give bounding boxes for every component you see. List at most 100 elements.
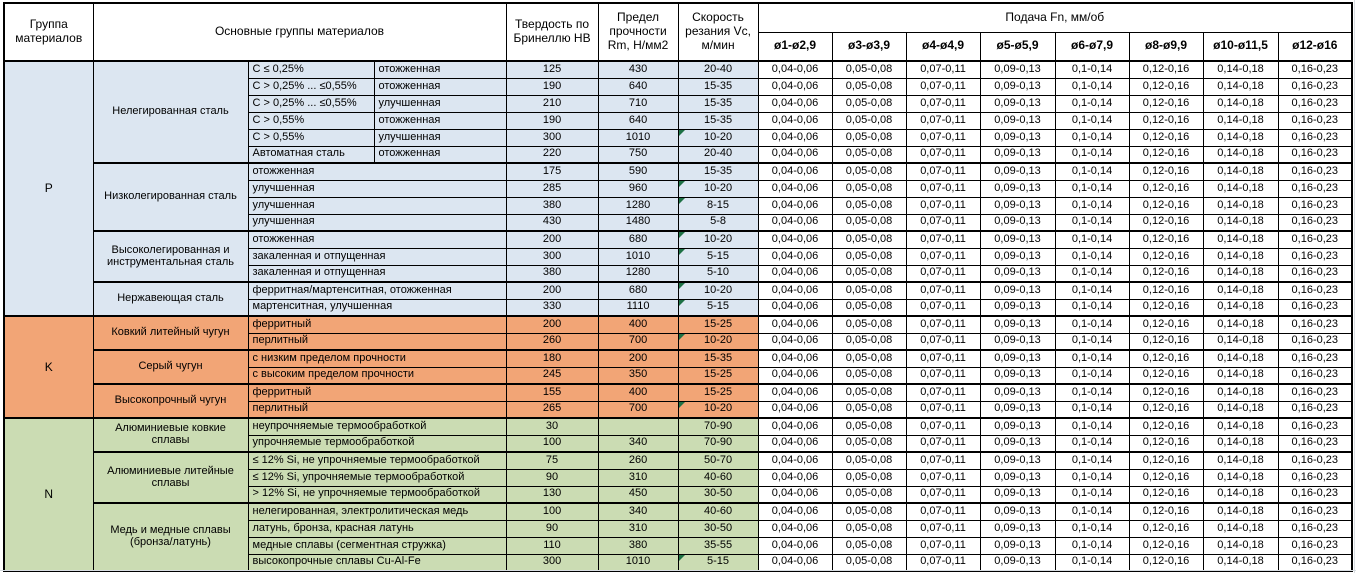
cutting-speed-cell[interactable]: 15-35 [677,94,759,113]
feed-value-cell[interactable]: 0,04-0,06 [757,400,833,419]
material-desc-cell[interactable]: Автоматная сталь [247,145,375,164]
feed-value-cell[interactable]: 0,09-0,13 [979,383,1056,402]
feed-value-cell[interactable]: 0,16-0,23 [1277,94,1353,113]
strength-cell[interactable]: 430 [597,60,679,79]
feed-value-cell[interactable]: 0,14-0,18 [1202,366,1279,385]
header-dia-2[interactable]: ø3-ø3,9 [831,31,907,62]
feed-value-cell[interactable]: 0,07-0,11 [905,502,981,521]
cutting-speed-cell-with-error-marker-icon[interactable]: 10-20 [677,281,759,300]
feed-value-cell[interactable]: 0,05-0,08 [831,179,907,198]
feed-value-cell[interactable]: 0,07-0,11 [905,468,981,487]
material-desc-cell[interactable]: отожженная [247,230,507,249]
feed-value-cell[interactable]: 0,16-0,23 [1277,502,1353,521]
feed-value-cell[interactable]: 0,04-0,06 [757,145,833,164]
feed-value-cell[interactable]: 0,14-0,18 [1202,315,1279,334]
feed-value-cell[interactable]: 0,04-0,06 [757,536,833,555]
feed-value-cell[interactable]: 0,14-0,18 [1202,145,1279,164]
feed-value-cell[interactable]: 0,05-0,08 [831,315,907,334]
feed-value-cell[interactable]: 0,12-0,16 [1128,519,1204,538]
material-desc-cell[interactable]: ферритная/мартенситная, отожженная [247,281,507,300]
header-brinell-hardness[interactable]: Твердость по Бринеллю HB [505,2,599,62]
hardness-cell[interactable]: 90 [505,519,599,538]
feed-value-cell[interactable]: 0,14-0,18 [1202,247,1279,266]
feed-value-cell[interactable]: 0,07-0,11 [905,94,981,113]
feed-value-cell[interactable]: 0,16-0,23 [1277,400,1353,419]
feed-value-cell[interactable]: 0,14-0,18 [1202,485,1279,504]
feed-value-cell[interactable]: 0,1-0,14 [1054,298,1130,317]
material-desc-cell[interactable]: закаленная и отпущенная [247,247,507,266]
feed-value-cell[interactable]: 0,05-0,08 [831,247,907,266]
feed-value-cell[interactable]: 0,12-0,16 [1128,451,1204,470]
feed-value-cell[interactable]: 0,16-0,23 [1277,434,1353,453]
hardness-cell[interactable]: 380 [505,196,599,215]
family-name-cell[interactable]: Высоколегированная и инструментальная ст… [92,230,249,283]
strength-cell[interactable]: 1110 [597,298,679,317]
feed-value-cell[interactable]: 0,14-0,18 [1202,434,1279,453]
feed-value-cell[interactable]: 0,12-0,16 [1128,247,1204,266]
feed-value-cell[interactable]: 0,09-0,13 [979,230,1056,249]
hardness-cell[interactable]: 190 [505,77,599,96]
feed-value-cell[interactable]: 0,16-0,23 [1277,145,1353,164]
feed-value-cell[interactable]: 0,1-0,14 [1054,553,1130,572]
feed-value-cell[interactable]: 0,14-0,18 [1202,77,1279,96]
feed-value-cell[interactable]: 0,09-0,13 [979,77,1056,96]
feed-value-cell[interactable]: 0,14-0,18 [1202,553,1279,572]
material-desc-cell[interactable]: закаленная и отпущенная [247,264,507,283]
family-name-cell[interactable]: Серый чугун [92,349,249,385]
group-letter-cell[interactable]: P [3,60,94,317]
feed-value-cell[interactable]: 0,16-0,23 [1277,332,1353,351]
hardness-cell[interactable]: 330 [505,298,599,317]
feed-value-cell[interactable]: 0,09-0,13 [979,247,1056,266]
feed-value-cell[interactable]: 0,07-0,11 [905,230,981,249]
material-desc-cell[interactable]: медные сплавы (сегментная стружка) [247,536,507,555]
cutting-speed-cell-with-error-marker-icon[interactable]: 8-15 [677,196,759,215]
strength-cell[interactable]: 450 [597,485,679,504]
feed-value-cell[interactable]: 0,05-0,08 [831,111,907,130]
feed-value-cell[interactable]: 0,07-0,11 [905,162,981,181]
cutting-speed-cell[interactable]: 70-90 [677,417,759,436]
feed-value-cell[interactable]: 0,05-0,08 [831,366,907,385]
feed-value-cell[interactable]: 0,09-0,13 [979,349,1056,368]
feed-value-cell[interactable]: 0,14-0,18 [1202,281,1279,300]
feed-value-cell[interactable]: 0,05-0,08 [831,536,907,555]
feed-value-cell[interactable]: 0,14-0,18 [1202,264,1279,283]
feed-value-cell[interactable]: 0,12-0,16 [1128,332,1204,351]
feed-value-cell[interactable]: 0,07-0,11 [905,60,981,79]
material-state-cell[interactable]: улучшенная [373,94,507,113]
feed-value-cell[interactable]: 0,12-0,16 [1128,77,1204,96]
feed-value-cell[interactable]: 0,05-0,08 [831,349,907,368]
material-desc-cell[interactable]: латунь, бронза, красная латунь [247,519,507,538]
strength-cell[interactable]: 1280 [597,196,679,215]
feed-value-cell[interactable]: 0,07-0,11 [905,247,981,266]
feed-value-cell[interactable]: 0,1-0,14 [1054,434,1130,453]
feed-value-cell[interactable]: 0,16-0,23 [1277,298,1353,317]
feed-value-cell[interactable]: 0,04-0,06 [757,281,833,300]
feed-value-cell[interactable]: 0,1-0,14 [1054,502,1130,521]
hardness-cell[interactable]: 90 [505,468,599,487]
material-desc-cell[interactable]: ферритный [247,383,507,402]
feed-value-cell[interactable]: 0,12-0,16 [1128,264,1204,283]
header-material-group[interactable]: Группа материалов [3,2,94,62]
header-dia-6[interactable]: ø8-ø9,9 [1128,31,1204,62]
feed-value-cell[interactable]: 0,09-0,13 [979,485,1056,504]
feed-value-cell[interactable]: 0,04-0,06 [757,247,833,266]
cutting-speed-cell[interactable]: 40-60 [677,502,759,521]
hardness-cell[interactable]: 200 [505,230,599,249]
feed-value-cell[interactable]: 0,04-0,06 [757,162,833,181]
material-state-cell[interactable]: отожженная [373,111,507,130]
strength-cell[interactable]: 700 [597,332,679,351]
hardness-cell[interactable]: 125 [505,60,599,79]
feed-value-cell[interactable]: 0,14-0,18 [1202,349,1279,368]
feed-value-cell[interactable]: 0,12-0,16 [1128,349,1204,368]
family-name-cell[interactable]: Медь и медные сплавы (бронза/латунь) [92,502,249,572]
feed-value-cell[interactable]: 0,16-0,23 [1277,468,1353,487]
feed-value-cell[interactable]: 0,14-0,18 [1202,468,1279,487]
feed-value-cell[interactable]: 0,05-0,08 [831,162,907,181]
feed-value-cell[interactable]: 0,12-0,16 [1128,366,1204,385]
feed-value-cell[interactable]: 0,07-0,11 [905,77,981,96]
feed-value-cell[interactable]: 0,14-0,18 [1202,383,1279,402]
hardness-cell[interactable]: 100 [505,434,599,453]
feed-value-cell[interactable]: 0,05-0,08 [831,213,907,232]
feed-value-cell[interactable]: 0,05-0,08 [831,298,907,317]
feed-value-cell[interactable]: 0,09-0,13 [979,553,1056,572]
